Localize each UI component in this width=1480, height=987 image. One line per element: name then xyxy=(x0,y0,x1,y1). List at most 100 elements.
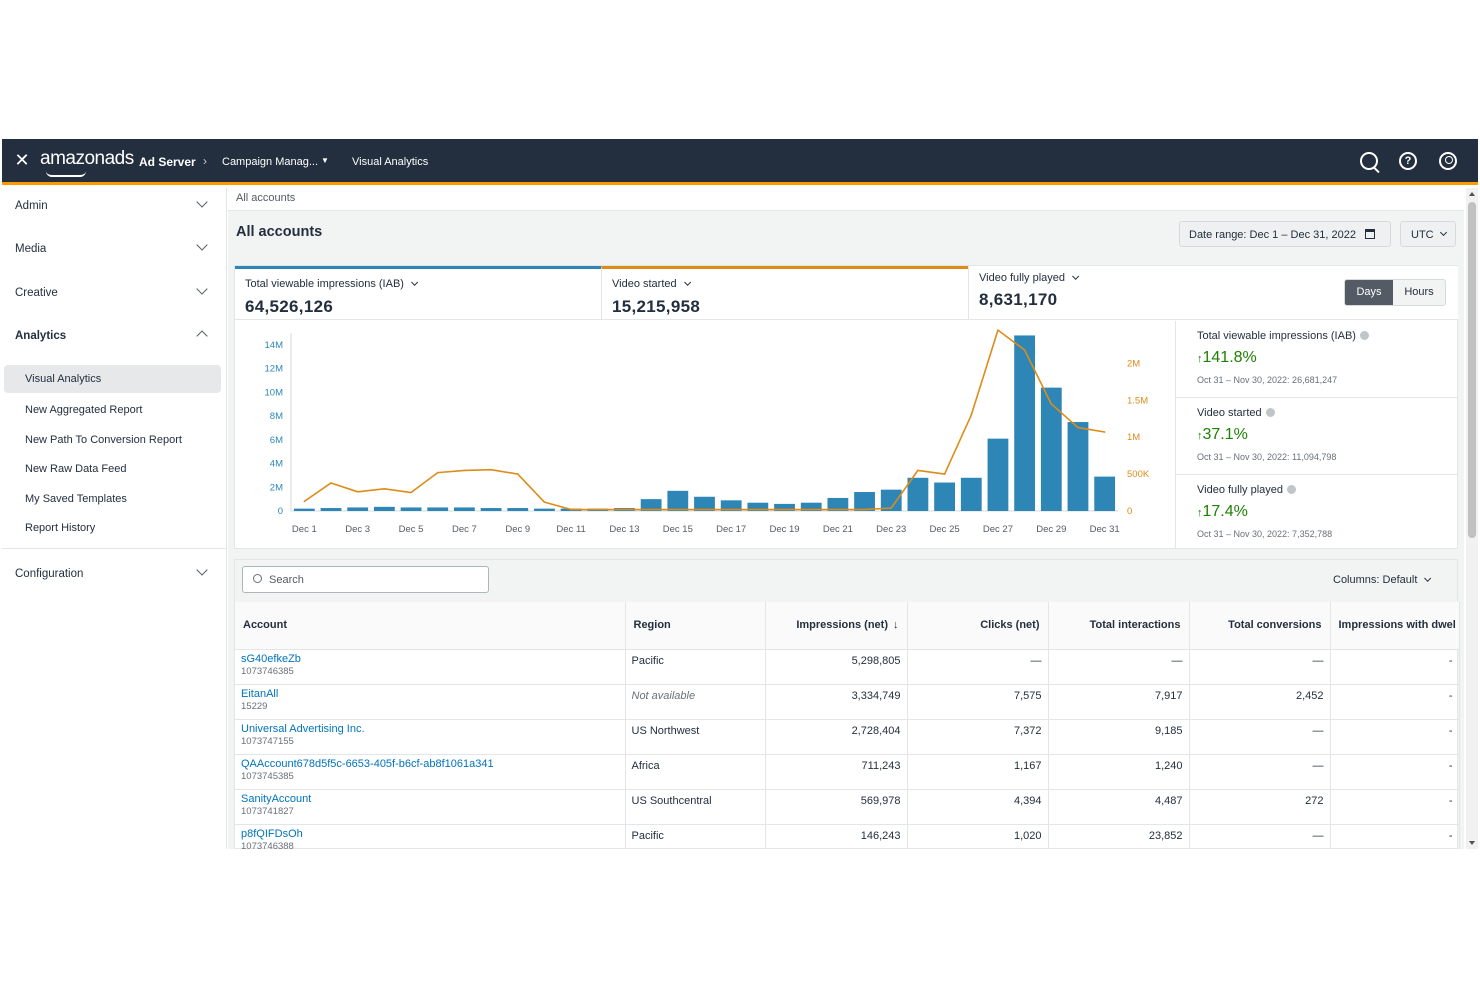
arrow-up-icon: ↑ xyxy=(1197,507,1203,519)
metric-name: Total viewable impressions (IAB) xyxy=(245,278,404,290)
account-link[interactable]: Universal Advertising Inc. xyxy=(241,722,365,735)
sidebar-item-visual-analytics[interactable]: Visual Analytics xyxy=(4,365,221,393)
table-row: Universal Advertising Inc. 1073747155 US … xyxy=(235,719,1460,755)
column-header-conversions[interactable]: Total conversions xyxy=(1189,602,1331,650)
table-row: QAAccount678d5f5c-6653-405f-b6cf-ab8f106… xyxy=(235,754,1460,790)
y-left-tick-label: 4M xyxy=(270,459,283,470)
line-point-30 xyxy=(1077,426,1079,429)
chevron-down-icon[interactable] xyxy=(411,278,419,286)
bar-28 xyxy=(1014,335,1036,511)
chevron-down-icon[interactable] xyxy=(683,278,691,286)
x-tick-label: Dec 3 xyxy=(345,524,370,535)
account-link[interactable]: SanityAccount xyxy=(241,792,312,805)
metric-value: 64,526,126 xyxy=(245,297,334,316)
account-link[interactable]: p8fQIFDsOh xyxy=(241,827,303,840)
sidebar-item-new-path-to-conversion-report[interactable]: New Path To Conversion Report xyxy=(4,426,221,454)
sidebar-section-creative[interactable]: Creative xyxy=(2,275,226,318)
sidebar-section-analytics[interactable]: Analytics xyxy=(2,318,226,361)
clicks-cell: 1,167 xyxy=(907,754,1049,790)
scroll-up-arrow-icon[interactable] xyxy=(1469,192,1475,196)
y-left-tick-label: 2M xyxy=(270,482,283,493)
column-header-region[interactable]: Region xyxy=(625,602,766,650)
dwell-cell: - xyxy=(1330,824,1460,849)
x-tick-label: Dec 13 xyxy=(609,524,639,535)
chevron-down-icon[interactable] xyxy=(1072,272,1080,280)
metric-tile-viewable-impressions[interactable]: Total viewable impressions (IAB) 64,526,… xyxy=(235,266,601,320)
user-account-icon[interactable] xyxy=(1439,152,1457,170)
info-icon[interactable] xyxy=(1359,331,1369,340)
table-header-row: Account Region Impressions (net) ↓ Clicks… xyxy=(235,602,1460,650)
line-point-25 xyxy=(943,473,946,475)
x-tick-label: Dec 9 xyxy=(505,524,530,535)
bar-9 xyxy=(507,508,529,511)
sidebar-section-admin[interactable]: Admin xyxy=(2,188,226,231)
column-header-clicks[interactable]: Clicks (net) xyxy=(907,602,1049,650)
page-scrollbar[interactable] xyxy=(1466,188,1478,849)
hours-button[interactable]: Hours xyxy=(1404,286,1434,298)
metric-tile-video-started[interactable]: Video started 15,215,958 xyxy=(601,266,968,320)
comparison-video-started: Video started ↑37.1% Oct 31 – Nov 30, 20… xyxy=(1176,398,1458,475)
y-left-tick-label: 14M xyxy=(265,340,284,351)
region-cell: US Southcentral xyxy=(625,789,766,825)
column-header-interactions[interactable]: Total interactions xyxy=(1048,602,1190,650)
conversions-cell: — xyxy=(1189,719,1331,755)
sidebar-item-label: My Saved Templates xyxy=(25,493,127,505)
sidebar-item-report-history[interactable]: Report History xyxy=(4,514,221,542)
sort-descending-icon[interactable]: ↓ xyxy=(893,619,899,632)
sidebar-item-label: New Raw Data Feed xyxy=(25,463,127,475)
column-header-account[interactable]: Account xyxy=(235,602,626,650)
close-icon[interactable]: ✕ xyxy=(14,150,30,170)
dwell-cell: - xyxy=(1330,719,1460,755)
bar-4 xyxy=(373,506,395,511)
sidebar-item-my-saved-templates[interactable]: My Saved Templates xyxy=(4,485,221,513)
sidebar-item-label: New Path To Conversion Report xyxy=(25,434,182,446)
sidebar-item-new-raw-data-feed[interactable]: New Raw Data Feed xyxy=(4,455,221,483)
column-header-dwell[interactable]: Impressions with dwel xyxy=(1330,602,1460,650)
bar-30 xyxy=(1067,422,1089,511)
amazon-ads-logo[interactable]: amazonads xyxy=(40,148,134,177)
sidebar-section-media[interactable]: Media xyxy=(2,231,226,274)
search-input[interactable] xyxy=(269,571,469,588)
scrollbar-thumb[interactable] xyxy=(1468,202,1476,538)
info-icon[interactable] xyxy=(1287,485,1297,494)
impressions-cell: 3,334,749 xyxy=(765,684,908,720)
x-tick-label: Dec 19 xyxy=(769,524,799,535)
days-button[interactable]: Days xyxy=(1345,280,1393,305)
bar-25 xyxy=(934,482,956,511)
account-link[interactable]: QAAccount678d5f5c-6653-405f-b6cf-ab8f106… xyxy=(241,757,494,770)
sidebar-item-new-aggregated-report[interactable]: New Aggregated Report xyxy=(4,396,221,424)
comparison-previous: Oct 31 – Nov 30, 2022: 7,352,788 xyxy=(1197,529,1333,539)
help-icon[interactable]: ? xyxy=(1399,152,1417,170)
column-header-label: Impressions (net) xyxy=(796,619,888,632)
interactions-cell: 4,487 xyxy=(1048,789,1190,825)
campaign-manager-menu[interactable]: Campaign Manag... xyxy=(222,156,318,168)
line-point-22 xyxy=(863,508,866,511)
bar-3 xyxy=(347,507,369,511)
info-icon[interactable] xyxy=(1265,408,1275,417)
column-header-impressions[interactable]: Impressions (net) ↓ xyxy=(765,602,908,650)
timezone-select[interactable]: UTC xyxy=(1400,221,1456,247)
accounts-table-panel: Columns: Default Account Region Impressi… xyxy=(234,559,1460,850)
search-icon[interactable] xyxy=(1360,152,1378,170)
line-point-13 xyxy=(623,508,626,511)
columns-select[interactable]: Columns: Default xyxy=(1333,574,1432,586)
date-range-picker[interactable]: Date range: Dec 1 – Dec 31, 2022 xyxy=(1179,221,1391,247)
caret-down-icon[interactable]: ▼ xyxy=(321,156,329,165)
account-link[interactable]: sG40efkeZb xyxy=(241,652,301,665)
line-point-23 xyxy=(890,507,893,509)
sidebar-item-label: Report History xyxy=(25,522,96,534)
x-tick-label: Dec 15 xyxy=(663,524,693,535)
account-id: 1073746388 xyxy=(241,840,294,850)
sidebar-divider xyxy=(2,548,226,549)
scroll-down-arrow-icon[interactable] xyxy=(1469,841,1475,845)
breadcrumb-item[interactable]: All accounts xyxy=(236,192,296,204)
bar-8 xyxy=(480,508,502,511)
sidebar-section-configuration[interactable]: Configuration xyxy=(2,556,226,599)
search-field[interactable] xyxy=(242,566,489,593)
bar-2 xyxy=(320,508,342,511)
line-point-7 xyxy=(463,469,466,472)
visual-analytics-link[interactable]: Visual Analytics xyxy=(352,156,429,168)
account-id: 15229 xyxy=(241,700,268,712)
bar-22 xyxy=(854,492,875,511)
account-link[interactable]: EitanAll xyxy=(241,687,279,700)
